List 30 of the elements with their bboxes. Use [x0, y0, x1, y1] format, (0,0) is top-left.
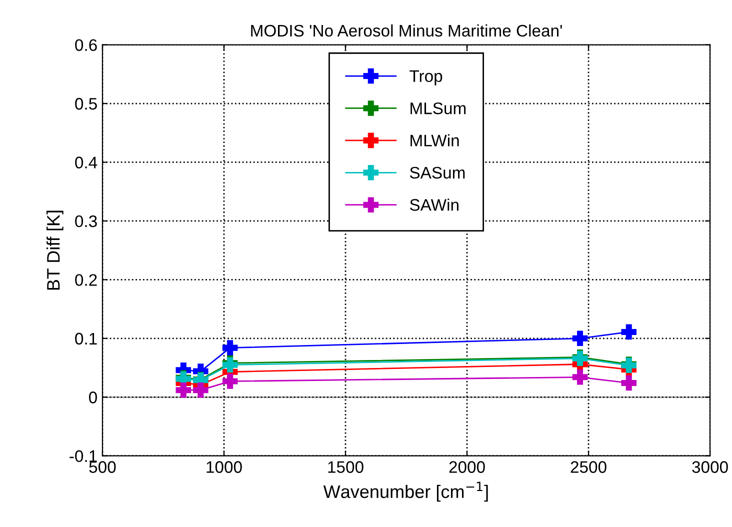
y-tick-label: 0.5 — [75, 98, 97, 110]
point — [621, 324, 637, 340]
x-axis-title: Wavenumber [cm$^{−1}$] — [323, 482, 488, 502]
y-tick-label: 0.3 — [75, 215, 97, 228]
y-tick-label: 0.4 — [75, 156, 98, 168]
y-axis-title: BT Diff [K] — [46, 210, 64, 290]
x-tick-label: 500 — [89, 461, 116, 473]
legend-label: Trop — [410, 70, 442, 86]
x-tick-label: 2000 — [449, 461, 485, 473]
legend-label: SAWin — [410, 198, 458, 211]
y-tick-label: -0.1 — [70, 450, 97, 462]
point — [222, 374, 238, 389]
point — [572, 370, 588, 385]
y-tick-label: 0 — [89, 392, 97, 404]
legend-label: MLWin — [410, 134, 459, 146]
point — [176, 382, 192, 398]
y-tick-label: 0.2 — [75, 274, 97, 286]
point — [222, 340, 238, 356]
chart-title: MODIS 'No Aerosol Minus Maritime Clean' — [251, 24, 562, 37]
x-tick-label: 3000 — [692, 461, 728, 473]
point — [193, 382, 208, 398]
point — [572, 330, 588, 346]
y-tick-label: 0.1 — [75, 332, 97, 345]
legend-label: SASum — [410, 166, 465, 179]
point — [621, 375, 637, 391]
x-tick-label: 1500 — [328, 461, 364, 473]
legend-label: MLSum — [410, 102, 466, 114]
x-tick-label: 2500 — [570, 461, 606, 473]
x-tick-label: 1000 — [206, 461, 242, 473]
y-tick-label: 0.6 — [75, 39, 97, 51]
